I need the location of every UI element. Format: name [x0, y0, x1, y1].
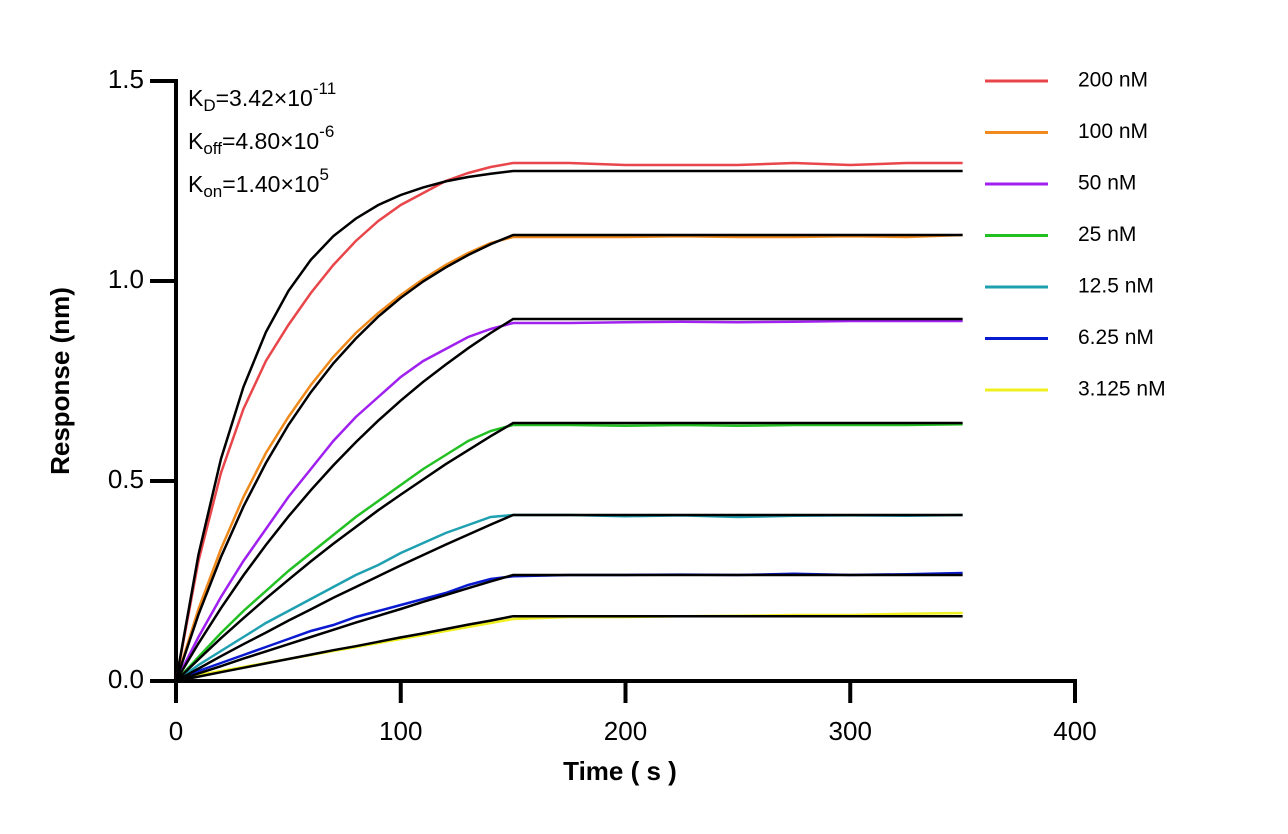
annotation: KD=3.42×10-11	[188, 79, 336, 115]
legend-label: 50 nM	[1078, 172, 1136, 195]
annotation-sup: -6	[319, 122, 334, 141]
legend-label: 6.25 nM	[1078, 326, 1154, 349]
x-tick-label: 0	[169, 716, 183, 746]
data-line	[175, 422, 963, 682]
annotation-text: =1.40×10	[222, 171, 319, 197]
y-tick-label: 1.0	[108, 264, 144, 294]
data-line	[174, 161, 963, 682]
fit-line	[174, 317, 963, 682]
annotation-sub: on	[203, 182, 222, 201]
legend-label: 100 nM	[1078, 120, 1148, 143]
annotation-text: =4.80×10	[222, 128, 319, 154]
legend-label: 200 nM	[1078, 69, 1148, 92]
annotation-base: K	[188, 171, 204, 197]
fit-line	[174, 233, 963, 682]
y-tick-label: 0.0	[108, 664, 144, 694]
annotation-sub: D	[203, 96, 215, 115]
fit-line	[175, 421, 963, 682]
x-tick-label: 200	[604, 716, 647, 746]
annotation-base: K	[188, 128, 204, 154]
fit-line	[175, 513, 963, 683]
data-line	[175, 571, 963, 683]
data-line	[175, 513, 963, 683]
legend-label: 25 nM	[1078, 223, 1136, 246]
legend-label: 12.5 nM	[1078, 275, 1154, 298]
x-tick-label: 400	[1053, 716, 1096, 746]
annotation-sub: off	[203, 139, 222, 158]
data-line	[174, 233, 963, 682]
y-tick-label: 0.5	[108, 464, 144, 494]
data-line	[174, 319, 963, 682]
annotation-text: =3.42×10	[216, 85, 313, 111]
x-axis-title: Time ( s )	[563, 756, 677, 786]
fit-line	[174, 169, 963, 682]
annotation: Koff=4.80×10-6	[188, 122, 334, 158]
legend-label: 3.125 nM	[1078, 378, 1166, 401]
y-axis-title: Response (nm)	[45, 287, 75, 475]
fit-line	[175, 573, 963, 683]
annotation-sup: -11	[313, 79, 336, 98]
x-tick-label: 300	[829, 716, 872, 746]
fit-line	[175, 614, 963, 683]
annotation-sup: 5	[319, 165, 328, 184]
annotation-base: K	[188, 85, 204, 111]
data-line	[175, 611, 963, 683]
y-tick-label: 1.5	[108, 64, 144, 94]
annotation: Kon=1.40×105	[188, 165, 329, 201]
x-tick-label: 100	[379, 716, 422, 746]
